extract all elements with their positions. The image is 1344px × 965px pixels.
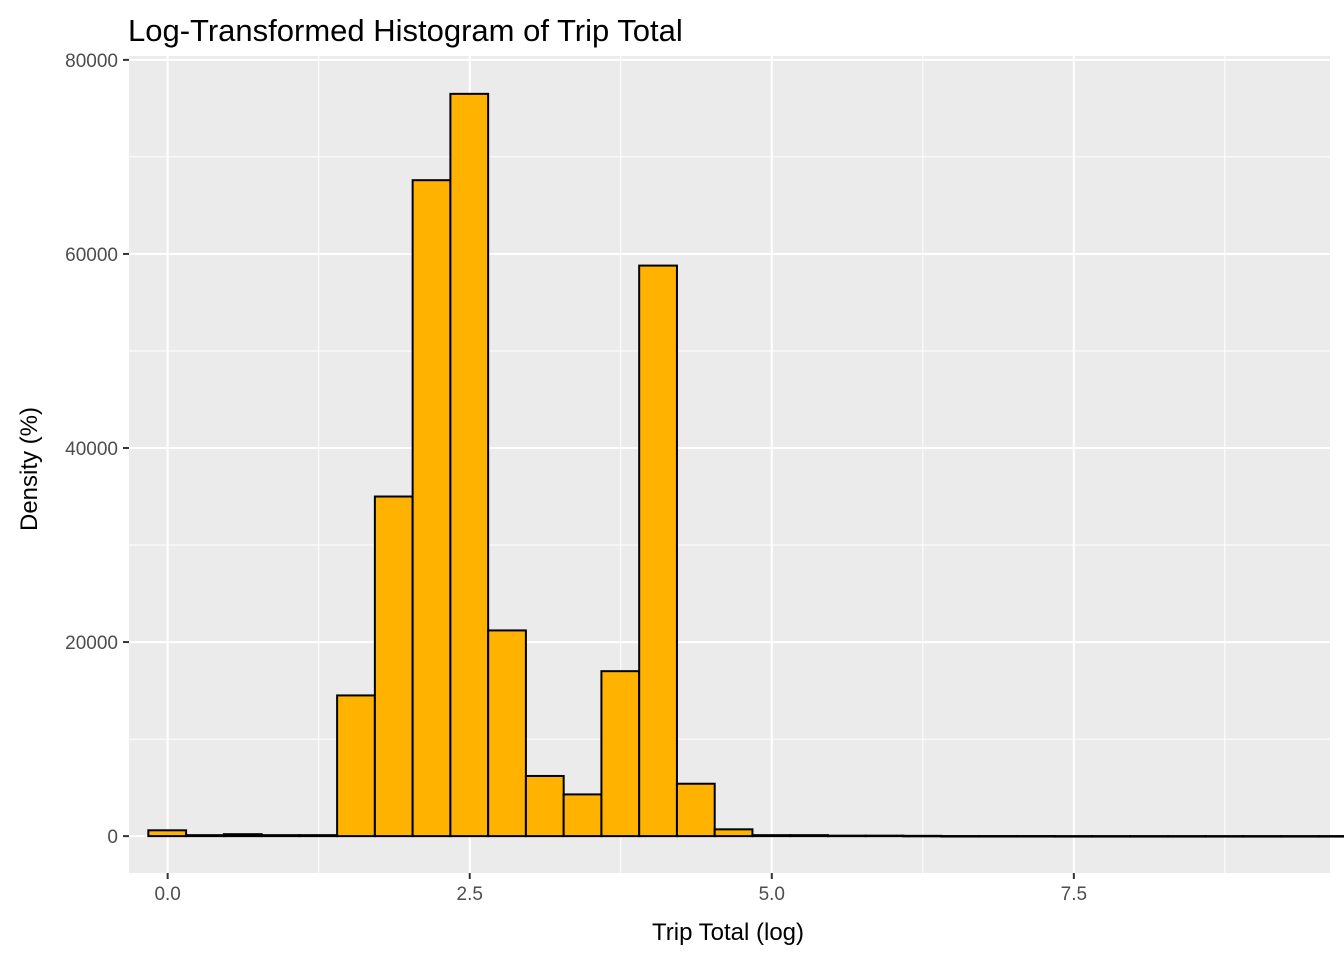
histogram-bar [1053, 835, 1094, 838]
histogram-bar [940, 835, 981, 838]
histogram-bar [600, 670, 641, 838]
histogram-bar [638, 264, 678, 838]
y-axis-title: Density (%) [16, 407, 43, 531]
histogram-bar [336, 694, 376, 838]
histogram-bar [1091, 835, 1132, 838]
histogram-bar [449, 92, 490, 838]
x-tick-label: 5.0 [759, 884, 785, 905]
histogram-bar [1242, 835, 1283, 838]
y-tick-label: 40000 [65, 439, 118, 460]
histogram-bar [826, 834, 867, 838]
histogram-bar [713, 828, 754, 838]
histogram-bar [1280, 835, 1320, 838]
histogram-bar [978, 835, 1018, 838]
histogram-bar [1015, 835, 1056, 838]
y-tick-label: 0 [107, 827, 118, 848]
histogram-bar [487, 629, 527, 838]
histogram-bar [524, 774, 565, 838]
histogram-bar [789, 834, 829, 838]
histogram-bar [1129, 835, 1169, 838]
y-tick-label: 20000 [65, 633, 118, 654]
histogram-bar [185, 834, 225, 838]
minor-gridlines [129, 56, 1330, 873]
histogram-bar [864, 834, 905, 838]
histogram-bar [751, 834, 792, 838]
x-tick-label: 2.5 [457, 884, 483, 905]
x-tick-label: 0.0 [154, 884, 180, 905]
histogram-bar [902, 834, 943, 838]
histogram-bar [1317, 835, 1344, 838]
histogram-bar [562, 793, 603, 838]
histogram-bar [1204, 835, 1245, 838]
x-axis-title: Trip Total (log) [652, 919, 804, 946]
plot-panel [129, 56, 1330, 873]
histogram-bar [147, 829, 188, 838]
histogram-bar [675, 782, 716, 838]
y-axis: 0 20000 40000 60000 80000 [65, 51, 129, 848]
y-tick-label: 60000 [65, 245, 118, 266]
histogram-bar [411, 179, 452, 838]
histogram-bar [222, 833, 263, 838]
histogram-bar [1166, 835, 1207, 838]
y-tick-label: 80000 [65, 51, 118, 72]
chart-title: Log-Transformed Histogram of Trip Total [128, 13, 683, 48]
x-tick-label: 7.5 [1061, 884, 1087, 905]
histogram-bar [373, 495, 414, 838]
histogram-bar [260, 834, 301, 838]
histogram-bar [298, 834, 339, 838]
histogram-bars [147, 92, 1344, 838]
x-axis: 0.0 2.5 5.0 7.5 [154, 873, 1087, 905]
